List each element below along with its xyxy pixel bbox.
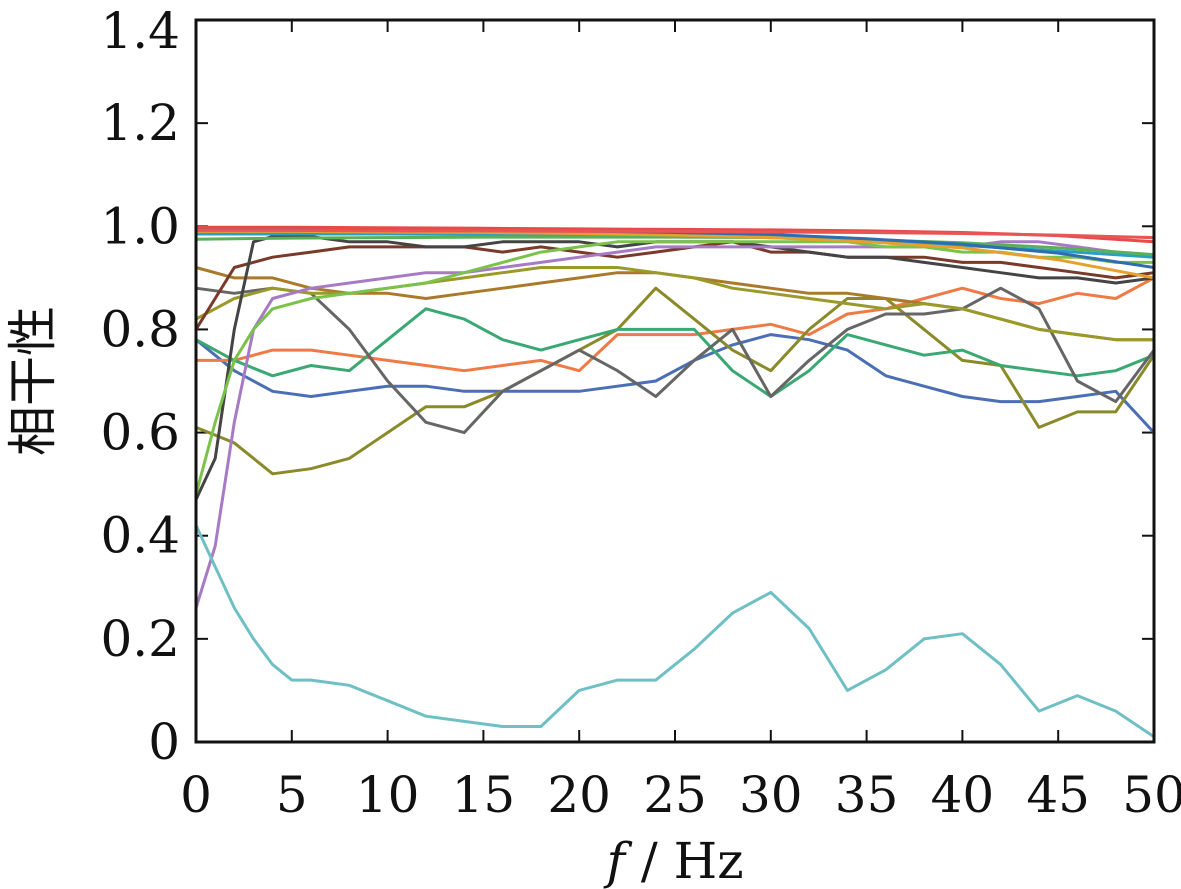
x-tick-label: 0 — [180, 766, 212, 824]
series-group — [194, 225, 1156, 739]
x-tick-label: 20 — [547, 766, 611, 824]
series-line-2 — [194, 276, 1156, 373]
x-tick-label: 15 — [452, 766, 516, 824]
x-tick-label: 10 — [356, 766, 420, 824]
series-line-8 — [194, 240, 1156, 331]
series-line-1 — [194, 333, 1156, 435]
series-line-10 — [194, 240, 1156, 610]
y-tick-label: 0.2 — [100, 610, 180, 668]
y-tick-label: 1.4 — [100, 2, 180, 60]
series-line-5 — [194, 286, 1156, 435]
x-tick-labels: 0 5 10 15 20 25 30 35 40 45 50 — [180, 766, 1181, 824]
x-axis-title-unit: / Hz — [625, 832, 744, 889]
x-tick-label: 30 — [739, 766, 803, 824]
series-line-11 — [194, 240, 1156, 496]
y-tick-label: 1.0 — [100, 197, 180, 255]
y-tick-labels: 0 0.2 0.4 0.6 0.8 1.0 1.2 1.4 — [100, 2, 180, 771]
y-tick-label: 0.4 — [100, 507, 180, 565]
series-line-4 — [194, 307, 1156, 398]
y-tick-label: 0.6 — [100, 404, 180, 462]
series-line-18 — [194, 523, 1156, 739]
y-axis-title: 相干性 — [4, 306, 62, 456]
plot-frame — [194, 18, 1156, 744]
y-tick-label: 0.8 — [100, 300, 180, 358]
x-tick-label: 5 — [276, 766, 308, 824]
x-tick-label: 35 — [835, 766, 899, 824]
series-line-9 — [194, 235, 1156, 502]
series-line-3 — [194, 286, 1156, 476]
series-line-17 — [194, 228, 1156, 240]
x-axis-title: f / Hz — [602, 832, 743, 889]
x-tick-label: 25 — [643, 766, 707, 824]
series-line-13 — [194, 235, 1156, 257]
x-tick-label: 45 — [1026, 766, 1090, 824]
x-tick-label: 50 — [1122, 766, 1181, 824]
y-tick-label: 0 — [148, 713, 180, 771]
y-tick-label: 1.2 — [100, 94, 180, 152]
x-tick-label: 40 — [931, 766, 995, 824]
